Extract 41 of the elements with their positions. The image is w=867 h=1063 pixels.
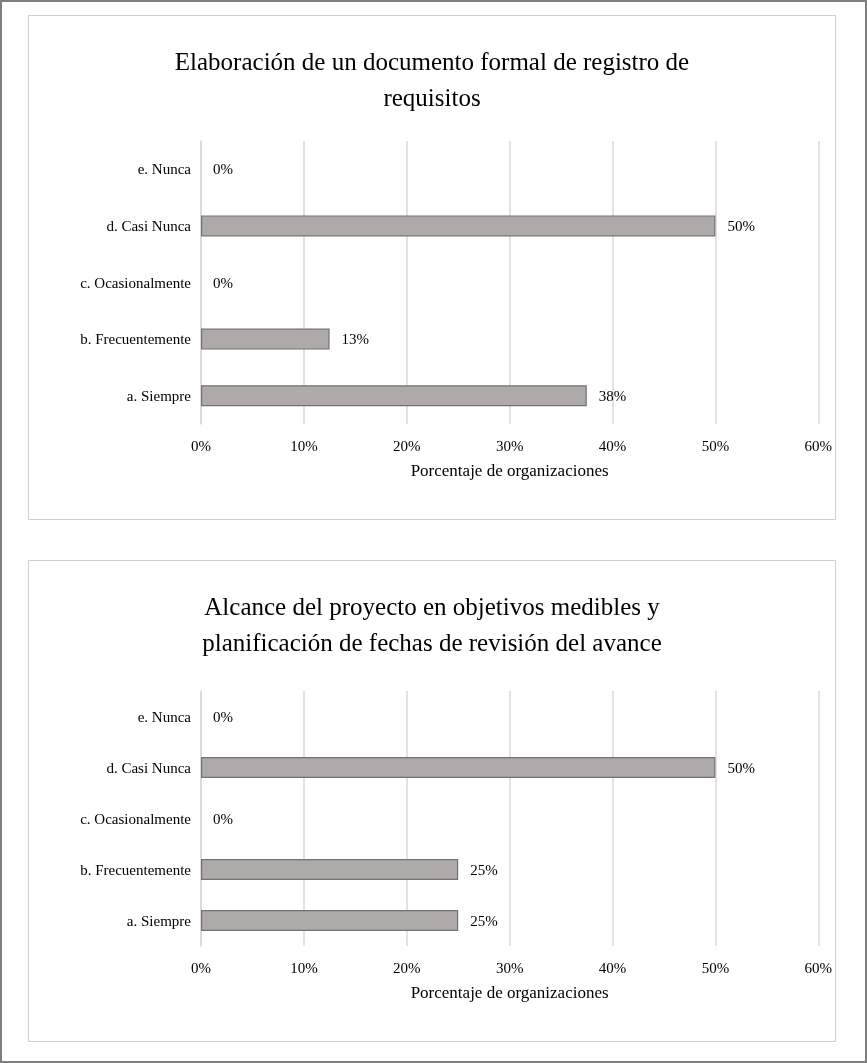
x-tick-label: 0% (191, 959, 211, 976)
bar (201, 385, 587, 407)
y-tick-label: b. Frecuentemente (80, 861, 192, 878)
y-tick-label: d. Casi Nunca (106, 217, 192, 234)
x-tick-label: 30% (495, 959, 524, 976)
y-tick-label: a. Siempre (126, 387, 192, 404)
y-tick-label: d. Casi Nunca (106, 759, 192, 776)
x-tick-label: 40% (598, 959, 627, 976)
x-tick-label: 40% (598, 437, 627, 454)
y-tick-label: e. Nunca (137, 708, 192, 725)
data-label: 0% (213, 274, 233, 291)
bar (201, 215, 716, 237)
x-tick-label: 0% (191, 437, 211, 454)
x-tick-label: 10% (290, 437, 318, 454)
x-axis-title: Porcentaje de organizaciones (410, 983, 609, 1002)
x-tick-label: 60% (804, 959, 832, 976)
x-tick-label: 60% (804, 437, 832, 454)
x-tick-label: 20% (393, 959, 421, 976)
y-tick-label: b. Frecuentemente (80, 331, 192, 348)
bar (201, 328, 330, 350)
chart-title: Alcance del proyecto en objetivos medibles y planificación de fechas de revisión del avance (202, 592, 662, 656)
x-tick-label: 50% (701, 959, 730, 976)
data-label: 25% (470, 861, 498, 878)
x-axis-title: Porcentaje de organizaciones (410, 461, 609, 480)
data-label: 50% (727, 217, 755, 234)
x-tick-label: 20% (393, 437, 421, 454)
data-label: 25% (470, 912, 498, 929)
x-tick-label: 50% (701, 437, 730, 454)
data-label: 0% (213, 708, 233, 725)
y-tick-label: e. Nunca (137, 161, 192, 178)
y-tick-label: a. Siempre (126, 912, 192, 929)
y-tick-label: c. Ocasionalmente (80, 274, 192, 291)
data-label: 50% (727, 759, 755, 776)
x-tick-label: 10% (290, 959, 318, 976)
data-label: 38% (598, 387, 627, 404)
x-tick-label: 30% (495, 437, 524, 454)
data-label: 0% (213, 161, 233, 178)
data-label: 0% (213, 810, 233, 827)
y-tick-label: c. Ocasionalmente (80, 810, 192, 827)
chart-title: Elaboración de un documento formal de registro de requisitos (174, 47, 690, 111)
data-label: 13% (341, 331, 370, 348)
